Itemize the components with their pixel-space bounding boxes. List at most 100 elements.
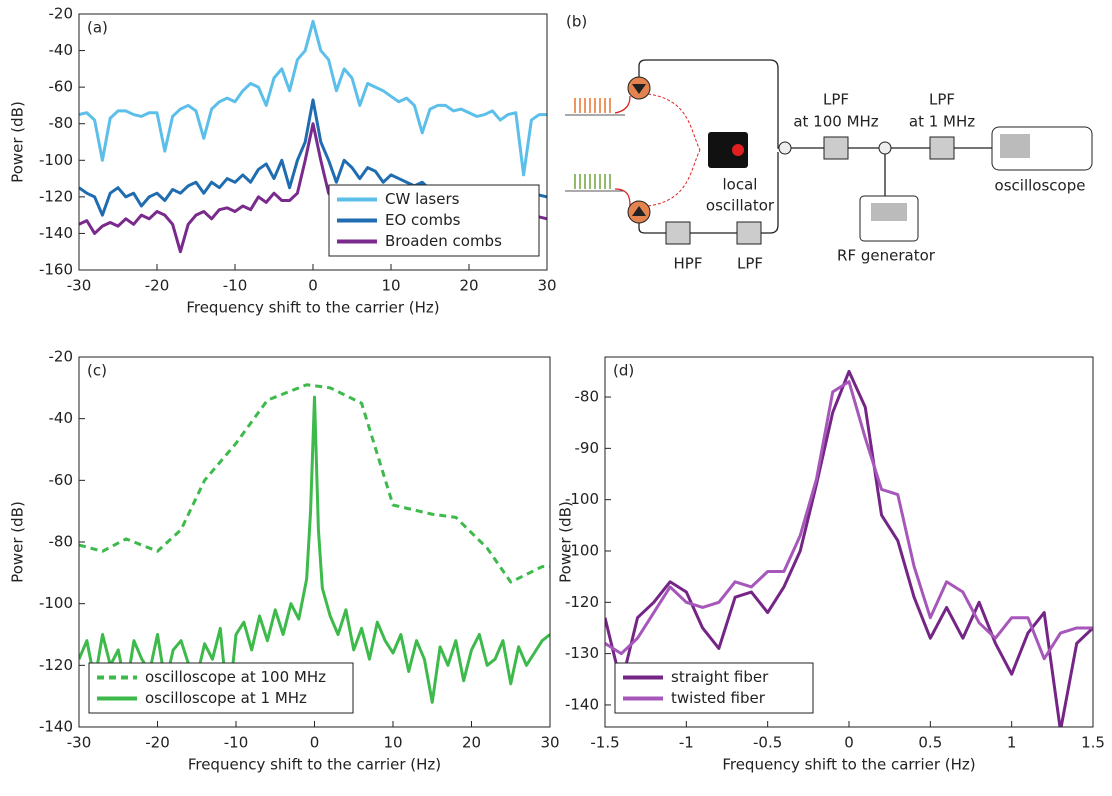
plot-frame: [78, 356, 551, 728]
series-line: [79, 383, 550, 584]
label: RF generator: [837, 247, 936, 265]
legend-label: CW lasers: [385, 190, 460, 208]
plot-frame: [604, 356, 1094, 728]
chart: -20-40-60-80-100-120-140-160-30 -20 -10 0 10…: [9, 5, 557, 317]
y-tick-label: -100: [565, 541, 599, 559]
wire: [638, 59, 781, 149]
filter: [929, 136, 955, 160]
label: at 100 MHz: [793, 113, 878, 131]
legend-box: [88, 662, 354, 714]
y-tick-label: -20: [49, 5, 74, 23]
x-tick-label: 30: [537, 277, 556, 295]
chart: -80 -90 -100 -100 -120 -130 -140 -1.5 -1 -0.5 0 0.5…: [557, 356, 1105, 774]
legend: CW lasers EO combs Broaden combs: [328, 184, 540, 257]
series-line: [605, 369, 1093, 727]
x-tick-label: -30: [67, 277, 92, 295]
x-tick-label: 10: [383, 734, 402, 752]
y-tick-label: -100: [39, 151, 73, 169]
y-tick-label: -140: [39, 718, 73, 736]
legend-label: twisted fiber: [671, 689, 766, 707]
y-tick-label: -60: [49, 471, 74, 489]
legend-label: oscilloscope at 100 MHz: [145, 668, 326, 686]
y-axis-label: Power (dB): [9, 501, 27, 583]
filter: [736, 221, 762, 245]
screen: [1000, 134, 1030, 158]
label: oscillator: [706, 197, 775, 215]
y-tick-label: -80: [49, 533, 74, 551]
x-tick-label: 0.5: [918, 734, 942, 752]
plot-frame: [78, 13, 548, 271]
x-axis-label: Frequency shift to the carrier (Hz): [722, 756, 975, 774]
chart: -20-40-60-80-100-120-140-30 -20 -10 0 10 20 30…: [9, 348, 560, 774]
series-line: [79, 395, 550, 714]
panel-label: (c): [87, 362, 107, 380]
y-tick-label: -80: [49, 114, 74, 132]
y-tick-label: -140: [565, 695, 599, 713]
x-tick-label: -10: [223, 277, 248, 295]
x-tick-label: 30: [540, 734, 559, 752]
y-tick-label: -80: [575, 388, 600, 406]
plot-area: [79, 383, 550, 714]
x-tick-label: -1.5: [590, 734, 619, 752]
mixer: [878, 141, 892, 155]
x-tick-label: -20: [145, 277, 170, 295]
x-tick-label: 0: [844, 734, 854, 752]
x-tick-label: -20: [145, 734, 170, 752]
y-tick-label: -130: [565, 644, 599, 662]
legend-label: EO combs: [385, 211, 461, 229]
legend: straight fiber twisted fiber: [614, 662, 814, 714]
panel-label: (b): [566, 13, 587, 31]
y-tick-label: -120: [565, 593, 599, 611]
laser-spot: [732, 144, 744, 156]
x-tick-label: 1.5: [1081, 734, 1105, 752]
y-axis-label: Power (dB): [9, 101, 27, 183]
panel-label: (a): [87, 19, 108, 37]
fiber: [614, 95, 631, 114]
panel-label: (d): [613, 362, 634, 380]
y-tick-label: -40: [49, 41, 74, 59]
y-tick-label: -120: [39, 656, 73, 674]
detector-symbol: [632, 206, 646, 216]
laser: [708, 132, 748, 168]
screen: [871, 203, 907, 221]
label: oscilloscope: [995, 177, 1086, 195]
comb-green: [574, 174, 611, 189]
y-tick-label: -40: [49, 409, 74, 427]
x-tick-label: 0: [310, 734, 320, 752]
series-line: [79, 19, 547, 177]
fiber: [614, 188, 631, 207]
mixer: [778, 141, 792, 155]
x-tick-label: 20: [459, 277, 478, 295]
y-tick-label: -20: [49, 348, 74, 366]
legend: oscilloscope at 100 MHz oscilloscope at 1…: [88, 662, 354, 714]
x-tick-label: 20: [462, 734, 481, 752]
label: LPF: [823, 91, 849, 109]
y-tick-label: -100: [39, 594, 73, 612]
wire: [638, 152, 779, 234]
label: HPF: [674, 255, 703, 273]
y-axis-label: Power (dB): [557, 501, 575, 583]
x-tick-label: -30: [67, 734, 92, 752]
legend-label: Broaden combs: [385, 232, 502, 250]
label: at 1 MHz: [909, 113, 975, 131]
x-tick-label: 10: [381, 277, 400, 295]
wire: [791, 147, 992, 196]
legend-label: oscilloscope at 1 MHz: [145, 689, 307, 707]
lo-fiber: [647, 93, 701, 207]
legend-label: straight fiber: [671, 668, 769, 686]
x-axis-label: Frequency shift to the carrier (Hz): [186, 299, 439, 317]
filter: [823, 136, 849, 160]
x-tick-label: 1: [1007, 734, 1017, 752]
x-tick-label: 0: [308, 277, 318, 295]
x-tick-label: -0.5: [753, 734, 782, 752]
legend-box: [614, 662, 814, 714]
setup-diagram: (b) LPF at 100 MHz LPF at 1 MHz local os…: [565, 13, 1093, 273]
comb-orange: [574, 98, 611, 113]
y-tick-label: -100: [565, 490, 599, 508]
plot-area: [605, 369, 1093, 727]
label: local: [723, 176, 758, 194]
x-tick-label: -1: [679, 734, 694, 752]
label: LPF: [929, 91, 955, 109]
series-line: [605, 380, 1093, 661]
